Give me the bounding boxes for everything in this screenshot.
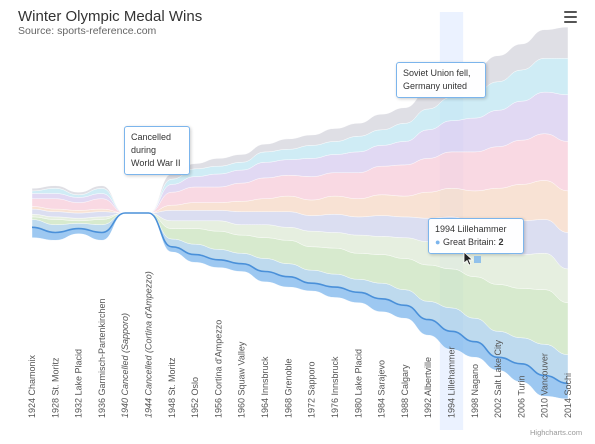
x-axis-label: 1980 Lake Placid [353,349,363,418]
hamburger-menu-icon[interactable] [564,11,578,23]
annotation-soviet-union: Soviet Union fell, Germany united [396,62,486,98]
x-axis-label: 1976 Innsbruck [330,356,340,418]
x-axis-label: 1932 Lake Placid [74,349,84,418]
x-axis-label: 1988 Calgary [400,364,410,418]
focus-series [31,212,569,385]
data-tooltip: 1994 Lillehammer ● Great Britain: 2 [428,218,524,254]
annotation-line: World War II [131,158,181,168]
tooltip-bullet-icon: ● [435,237,441,247]
x-axis-label: 1956 Cortina d'Ampezzo [213,320,223,418]
annotation-line: during [131,145,157,155]
chart-subtitle: Source: sports-reference.com [18,25,157,37]
x-axis-label: 1968 Grenoble [283,358,293,418]
credits-link[interactable]: Highcharts.com [530,428,583,437]
x-axis-label: 1924 Chamonix [27,354,37,418]
tooltip-series-line: ● Great Britain: 2 [435,237,504,247]
x-axis-label: 2014 Sochi [563,373,573,418]
x-axis-labels: 1924 Chamonix 1928 St. Moritz 1932 Lake Pl… [27,271,573,418]
x-axis-label: 1940 Cancelled (Sapporo) [120,313,130,418]
annotation-line: Germany united [403,81,468,91]
series-area[interactable] [31,26,569,214]
tooltip-value: 2 [498,237,504,247]
x-axis-label: 1994 Lillehammer [446,346,456,418]
x-axis-label: 1964 Innsbruck [260,356,270,418]
x-axis-label: 1944 Cancelled (Cortina d'Ampezzo) [144,271,154,418]
annotation-line: Cancelled [131,132,172,142]
x-axis-label: 1952 Oslo [190,377,200,418]
x-axis-label: 1992 Albertville [423,357,433,418]
x-axis-label: 1936 Garmisch-Partenkirchen [97,298,107,418]
x-axis-label: 1960 Squaw Valley [237,341,247,418]
x-axis-label: 1928 St. Moritz [50,357,60,418]
x-axis-label: 1948 St. Moritz [167,357,177,418]
tooltip-category: 1994 Lillehammer [435,224,507,234]
x-axis-label: 2010 Vancouver [540,353,550,418]
chart-title: Winter Olympic Medal Wins [18,8,203,25]
series-areas [31,26,569,400]
x-axis-label: 1972 Sapporo [307,361,317,418]
annotation-line: Soviet Union fell, [403,68,471,78]
annotation-world-war: Cancelled during World War II [124,126,190,175]
x-axis-label: 1984 Sarajevo [377,360,387,418]
tooltip-series-name: Great Britain [442,237,494,247]
x-axis-label: 2006 Turin [516,375,526,418]
x-axis-label: 2002 Salt Lake City [493,339,503,418]
x-axis-label: 1998 Nagano [470,364,480,418]
focus-series-line [31,212,569,385]
